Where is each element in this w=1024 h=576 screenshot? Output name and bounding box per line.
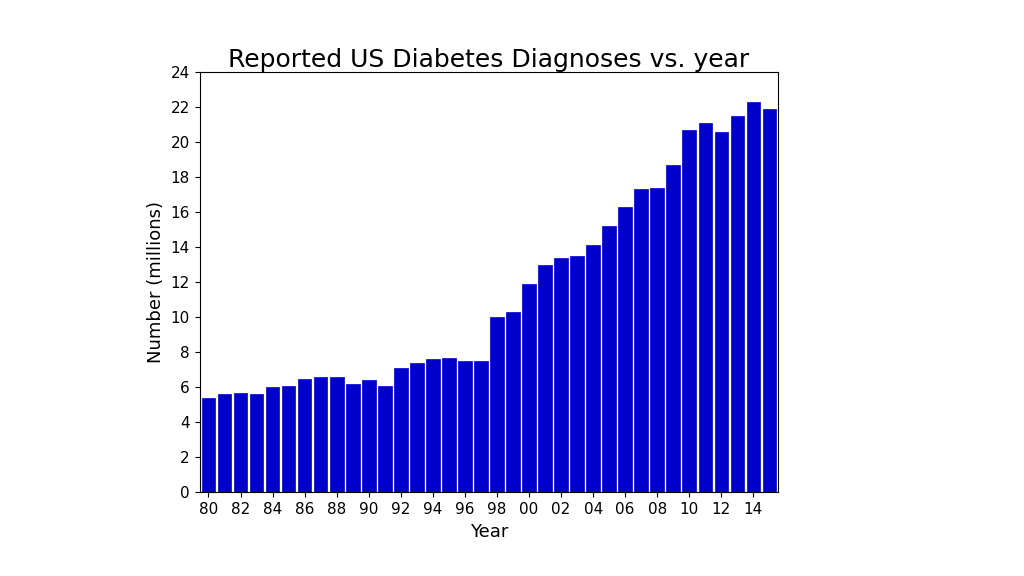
- Bar: [410, 363, 424, 492]
- Y-axis label: Number (millions): Number (millions): [147, 201, 165, 363]
- Bar: [587, 245, 600, 492]
- Bar: [682, 130, 696, 492]
- Bar: [233, 393, 248, 492]
- Bar: [618, 207, 632, 492]
- Bar: [298, 378, 311, 492]
- Bar: [394, 368, 408, 492]
- Bar: [746, 102, 760, 492]
- Bar: [698, 123, 712, 492]
- Bar: [314, 377, 328, 492]
- Bar: [346, 384, 359, 492]
- Bar: [715, 131, 728, 492]
- Bar: [361, 380, 376, 492]
- Bar: [266, 388, 280, 492]
- Bar: [250, 395, 263, 492]
- Bar: [282, 385, 296, 492]
- Bar: [218, 395, 231, 492]
- Bar: [650, 188, 664, 492]
- Bar: [554, 257, 568, 492]
- Bar: [490, 317, 504, 492]
- Bar: [522, 284, 536, 492]
- Bar: [730, 116, 744, 492]
- Title: Reported US Diabetes Diagnoses vs. year: Reported US Diabetes Diagnoses vs. year: [228, 48, 750, 72]
- Bar: [458, 361, 472, 492]
- Bar: [378, 385, 391, 492]
- Bar: [763, 109, 776, 492]
- Bar: [602, 226, 616, 492]
- Bar: [426, 359, 439, 492]
- Bar: [474, 361, 487, 492]
- X-axis label: Year: Year: [470, 523, 508, 541]
- Bar: [667, 165, 680, 492]
- Bar: [539, 265, 552, 492]
- Bar: [635, 190, 648, 492]
- Bar: [570, 256, 584, 492]
- Bar: [442, 358, 456, 492]
- Bar: [506, 312, 520, 492]
- Bar: [330, 377, 343, 492]
- Bar: [202, 398, 215, 492]
